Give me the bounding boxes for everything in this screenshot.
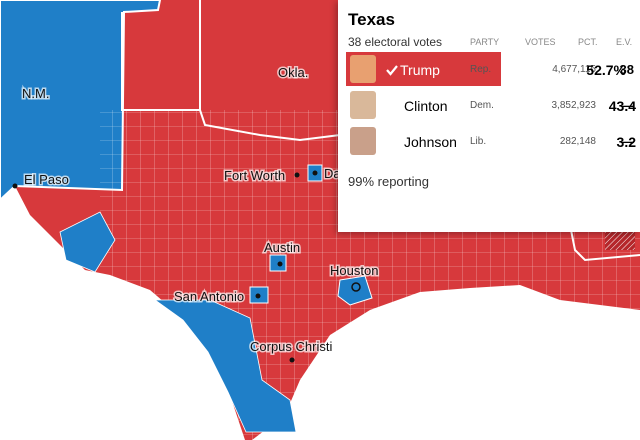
state-label: Okla. xyxy=(278,65,308,80)
result-row: Trump Rep. 4,677,115 52.7% 38 xyxy=(346,52,636,86)
city-dot xyxy=(294,172,300,178)
column-header: PCT. xyxy=(578,37,598,47)
result-row: Clinton Dem. 3,852,923 43.4— xyxy=(346,88,636,122)
city-label: Fort Worth xyxy=(224,168,285,183)
candidate: Johnson xyxy=(404,134,457,150)
candidate: Clinton xyxy=(404,98,448,114)
party: Rep. xyxy=(470,64,492,75)
state-label: N.M. xyxy=(22,86,49,101)
south-texas xyxy=(153,299,297,433)
city-label: Corpus Christi xyxy=(250,339,332,354)
candidate: Trump xyxy=(400,62,440,78)
hatched-region xyxy=(605,228,635,250)
city-label: El Paso xyxy=(24,172,69,187)
city-dot xyxy=(255,293,261,299)
winner-check xyxy=(386,65,398,76)
city-label: Austin xyxy=(264,240,300,255)
electoral-votes: — xyxy=(621,98,634,113)
candidate-photo xyxy=(350,55,376,83)
votes: 3,852,923 xyxy=(551,100,597,111)
results-panel: Texas 38 electoral votes PARTY VOTES PCT… xyxy=(338,0,640,232)
column-header: PARTY xyxy=(470,37,500,47)
city-label: San Antonio xyxy=(174,289,244,304)
result-row: Johnson Lib. 282,148 3.2— xyxy=(346,124,636,158)
west-texas-blue xyxy=(59,211,116,273)
city-dot xyxy=(351,282,361,292)
votes: 4,677,115 xyxy=(552,64,596,75)
mexico xyxy=(0,186,245,440)
panel-title: Texas xyxy=(348,10,395,29)
state-border xyxy=(121,12,341,142)
city-label: Houston xyxy=(330,263,378,278)
electoral-votes: — xyxy=(621,134,634,149)
panel-subtitle: 38 electoral votes xyxy=(348,35,443,49)
column-header: VOTES xyxy=(525,37,556,47)
city-dot xyxy=(12,183,18,189)
percent: 43.4 xyxy=(608,98,636,114)
reporting-status: 99% reporting xyxy=(348,174,429,189)
city-dot xyxy=(312,170,318,176)
candidate-photo xyxy=(350,127,376,155)
candidate-photo xyxy=(350,91,376,119)
gulf xyxy=(252,285,640,440)
percent: 52.7% xyxy=(586,62,626,78)
votes: 282,148 xyxy=(559,136,596,147)
party: Lib. xyxy=(470,136,487,147)
column-header: E.V. xyxy=(616,37,633,47)
city-dot xyxy=(277,261,283,267)
percent: 3.2 xyxy=(616,134,636,150)
party: Dem. xyxy=(470,100,494,111)
city-dot xyxy=(289,357,295,363)
electoral-votes: 38 xyxy=(619,62,634,77)
